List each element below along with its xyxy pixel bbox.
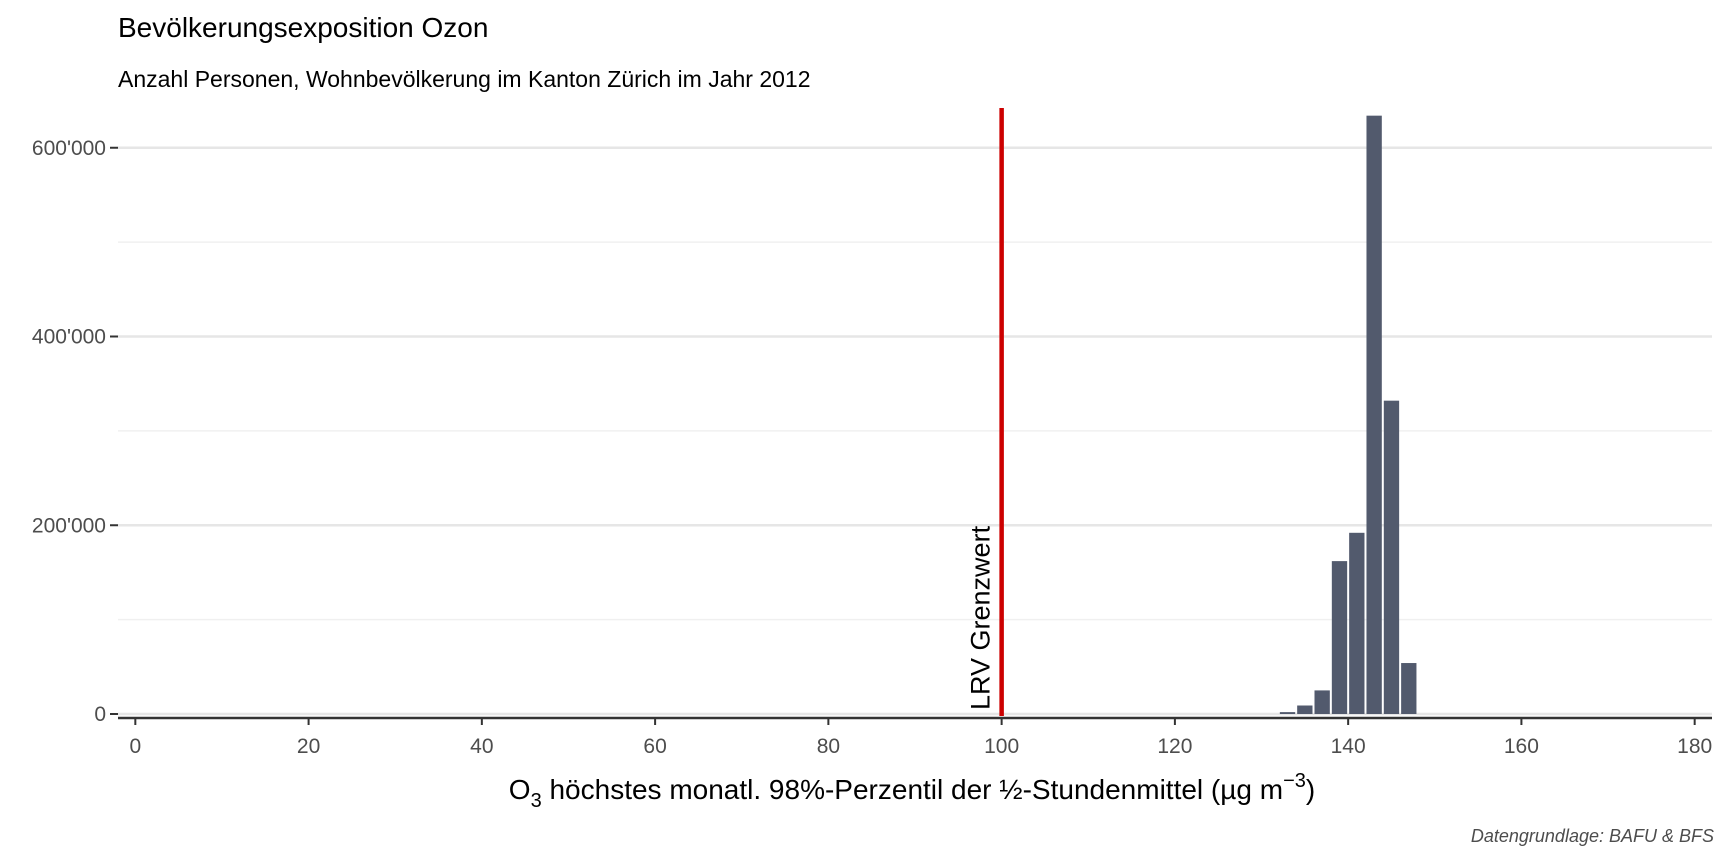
histogram-bars	[1279, 115, 1417, 715]
axes: 0 20 40 60 80 100 120 140 160 180 0 200'000 400'000 6…	[32, 137, 1712, 758]
y-tick-label: 600'000	[32, 137, 106, 160]
histogram-bar	[1314, 690, 1330, 714]
limit-value-label: LRV Grenzwert	[966, 525, 996, 710]
y-tick-label: 200'000	[32, 514, 106, 537]
histogram-bar	[1279, 712, 1296, 714]
y-tick-label: 0	[94, 703, 106, 726]
x-tick-label: 0	[129, 735, 141, 758]
histogram-bar	[1349, 532, 1365, 714]
histogram-bar	[1383, 400, 1400, 714]
histogram-bar	[1331, 561, 1348, 714]
x-tick-label: 60	[643, 735, 666, 758]
histogram-bar	[1366, 115, 1382, 715]
reference-line-group: LRV Grenzwert	[966, 108, 1004, 716]
chart-title: Bevölkerungsexposition Ozon	[118, 12, 489, 43]
chart-subtitle: Anzahl Personen, Wohnbevölkerung im Kant…	[118, 66, 811, 92]
x-tick-label: 180	[1677, 735, 1712, 758]
x-tick-label: 140	[1331, 735, 1366, 758]
grid-lines	[118, 146, 1712, 716]
x-tick-label: 120	[1157, 735, 1192, 758]
x-tick-label: 100	[984, 735, 1019, 758]
x-axis-title: O3 höchstes monatl. 98%-Perzentil der ½-…	[509, 770, 1315, 812]
x-tick-label: 160	[1504, 735, 1539, 758]
histogram-bar	[1297, 705, 1313, 714]
x-tick-label: 20	[297, 735, 320, 758]
x-tick-label: 40	[470, 735, 493, 758]
y-tick-label: 400'000	[32, 326, 106, 349]
x-tick-label: 80	[817, 735, 840, 758]
data-source-caption: Datengrundlage: BAFU & BFS	[1470, 826, 1714, 846]
histogram-bar	[1401, 663, 1417, 714]
